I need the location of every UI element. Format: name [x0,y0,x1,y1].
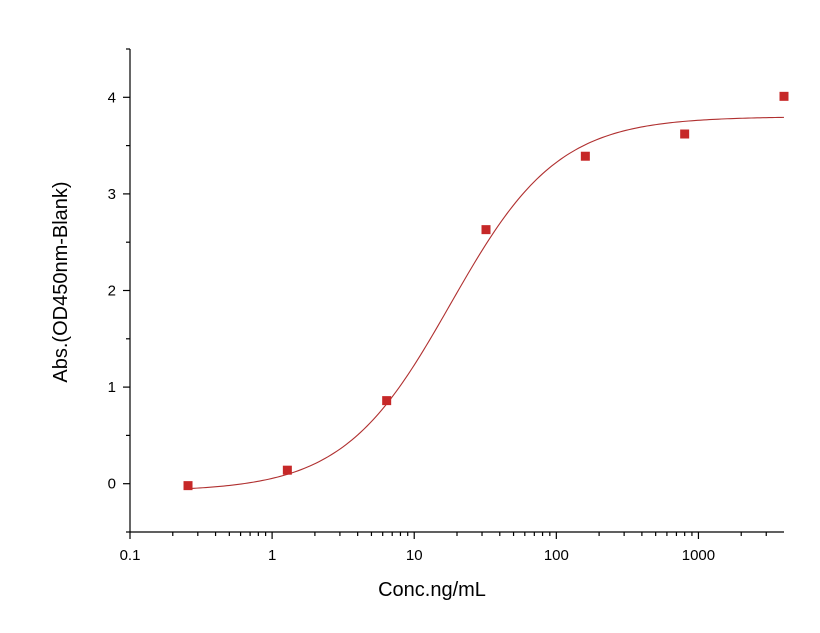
data-point [183,481,193,491]
data-point [282,465,292,475]
fit-curve [187,116,785,490]
x-axis-title: Conc.ng/mL [378,579,486,601]
ticks [123,48,767,539]
x-tick-label: 0.1 [120,547,141,564]
y-tick-label: 1 [108,379,116,396]
y-axis-title: Abs.(OD450nm-Blank) [50,181,72,382]
data-point [680,129,690,139]
y-tick-label: 3 [108,186,116,203]
y-tick-label: 2 [108,283,116,300]
y-tick-label: 4 [108,89,116,106]
data-point [779,91,789,101]
data-point [481,225,491,235]
x-tick-label: 100 [544,547,569,564]
data-point [382,396,392,406]
x-tick-label: 1000 [682,547,715,564]
x-tick-label: 10 [406,547,423,564]
data-points [183,91,789,491]
y-tick-label: 0 [108,476,116,493]
data-point [580,151,590,161]
tick-labels: 0.1 1 10 100 1000 0 1 2 3 4 [108,89,715,564]
x-tick-label: 1 [268,547,276,564]
